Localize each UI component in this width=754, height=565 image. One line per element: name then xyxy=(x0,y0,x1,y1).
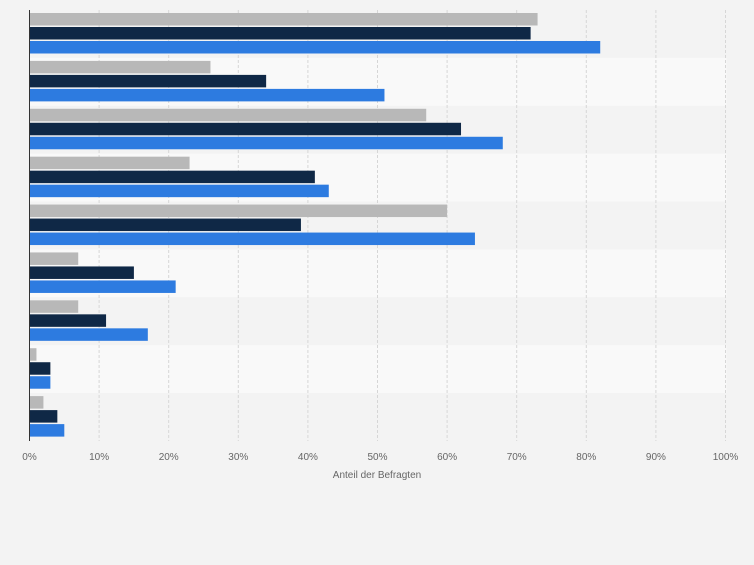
bar xyxy=(29,328,148,341)
bar xyxy=(29,252,79,265)
x-tick-label: 20% xyxy=(159,452,179,463)
bar xyxy=(29,27,531,40)
bar xyxy=(29,156,190,170)
bar xyxy=(29,41,601,54)
bar xyxy=(29,362,51,375)
x-tick-label: 80% xyxy=(576,452,596,463)
bar xyxy=(29,300,79,313)
bar xyxy=(29,376,51,389)
x-tick-label: 90% xyxy=(646,452,666,463)
x-tick-label: 30% xyxy=(228,452,248,463)
x-tick-label: 60% xyxy=(437,452,457,463)
bar xyxy=(29,13,538,26)
x-axis-label: Anteil der Befragten xyxy=(333,470,421,481)
bar xyxy=(29,232,475,246)
x-tick-label: 100% xyxy=(713,452,739,463)
bar xyxy=(29,136,503,150)
bar xyxy=(29,122,462,136)
bar xyxy=(29,314,107,327)
bar xyxy=(29,60,211,74)
bars xyxy=(29,13,601,437)
x-tick-label: 0% xyxy=(22,452,37,463)
bar xyxy=(29,184,329,198)
bar xyxy=(29,410,58,423)
bar xyxy=(29,170,315,184)
x-tick-label: 50% xyxy=(367,452,387,463)
x-tick-label: 40% xyxy=(298,452,318,463)
bar xyxy=(29,396,44,409)
x-tick-label: 70% xyxy=(507,452,527,463)
bar xyxy=(29,348,37,361)
bar xyxy=(29,424,65,437)
bar xyxy=(29,108,427,122)
bar xyxy=(29,74,267,88)
bar xyxy=(29,266,134,279)
bar xyxy=(29,218,301,232)
bar xyxy=(29,88,385,102)
x-tick-labels: 0% 10% 20% 30% 40% 50% 60% 70% 80% 90% 100% xyxy=(22,452,738,463)
x-tick-label: 10% xyxy=(89,452,109,463)
bar xyxy=(29,280,176,293)
bar xyxy=(29,204,448,218)
